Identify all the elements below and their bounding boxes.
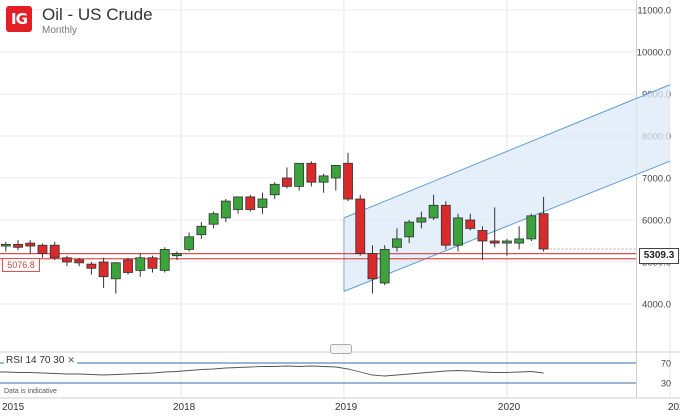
ig-logo: IG (6, 6, 32, 32)
candle-body (196, 225, 207, 236)
candle-body (465, 219, 476, 229)
candle-body (110, 262, 121, 280)
y-tick-label: 4000.0 (642, 300, 671, 311)
candle-body (526, 215, 537, 240)
candle-body (172, 253, 182, 257)
candle-body (184, 236, 195, 250)
candle-body (330, 164, 341, 179)
x-tick-label: 202 (668, 402, 680, 413)
candle-body (135, 257, 146, 271)
x-tick-label: 2019 (335, 402, 358, 413)
chart-title: Oil - US Crude (42, 5, 153, 24)
regression-channel-fill (343, 84, 670, 292)
candle-body (355, 198, 366, 254)
candle-body (416, 217, 427, 223)
candle-body (489, 240, 500, 244)
candle-body (538, 213, 549, 250)
candle-body (147, 257, 158, 269)
candle-body (282, 177, 292, 187)
x-tick-label: 2015 (2, 402, 25, 413)
channel-upper-line (343, 84, 671, 219)
x-tick-label: 2020 (498, 402, 521, 413)
chart-subtitle: Monthly (42, 25, 78, 36)
candle-body (220, 200, 231, 219)
candle-body (159, 248, 170, 271)
rsi-lower-label: 30 (661, 379, 671, 389)
rsi-legend-label: RSI 14 70 30 (6, 355, 65, 366)
x-tick-label: 2018 (173, 402, 196, 413)
candle-body (208, 213, 219, 225)
candle-body (306, 162, 317, 183)
candle-body (318, 175, 329, 183)
candle-body (392, 238, 402, 248)
candle-body (123, 259, 133, 273)
candle-body (269, 183, 280, 196)
candle-body (49, 244, 60, 259)
candle-body (502, 240, 512, 244)
candle-body (245, 196, 256, 210)
y-tick-label: 11000.0 (637, 6, 671, 17)
candle-body (62, 257, 72, 263)
y-tick-label: 7000.0 (642, 174, 671, 185)
candle-body (343, 162, 353, 200)
candle-body (367, 253, 378, 280)
candle-body (98, 261, 109, 278)
rsi-line (0, 365, 544, 377)
candle-body (13, 243, 23, 248)
panel-resize-handle[interactable] (330, 344, 352, 354)
candle-body (37, 244, 48, 254)
candle-body (440, 204, 451, 246)
candle-body (404, 221, 415, 238)
support-level-label: 5076.8 (2, 258, 40, 272)
candle-body (25, 242, 36, 247)
candle-body (379, 248, 390, 284)
y-tick-label: 6000.0 (642, 216, 671, 227)
candle-body (453, 217, 463, 246)
candle-body (86, 263, 97, 269)
candle-body (257, 198, 268, 208)
channel-lower-line (343, 160, 671, 292)
candle-body (74, 259, 85, 264)
candle-body (233, 196, 243, 210)
candle-body (294, 162, 305, 187)
disclaimer-text: Data is indicative (4, 388, 57, 395)
rsi-upper-label: 70 (661, 359, 671, 369)
candle-body (514, 238, 525, 244)
close-icon[interactable]: ✕ (67, 355, 75, 365)
y-tick-label: 10000.0 (637, 48, 671, 59)
candle-body (0, 243, 11, 247)
current-price-label: 5309.3 (639, 248, 679, 264)
rsi-legend: RSI 14 70 30 ✕ (4, 355, 77, 366)
candle-body (428, 204, 439, 219)
candle-body (477, 230, 488, 242)
